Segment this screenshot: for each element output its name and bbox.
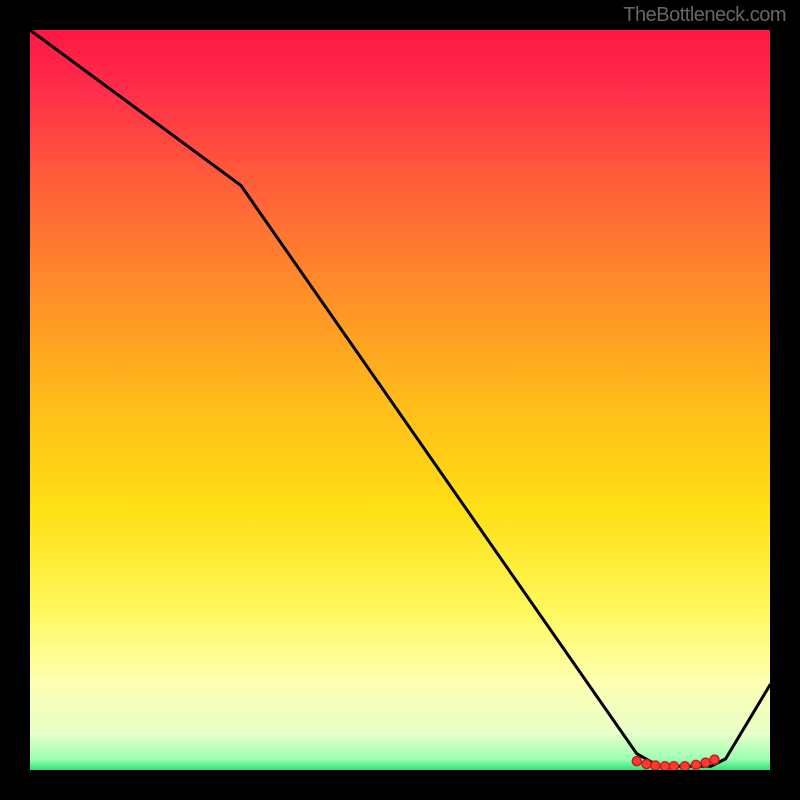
plot-area xyxy=(30,30,770,770)
dot xyxy=(710,755,719,764)
dot xyxy=(692,760,701,769)
dot xyxy=(660,762,669,770)
dot xyxy=(701,758,710,767)
watermark: TheBottleneck.com xyxy=(623,4,786,27)
dot xyxy=(669,762,678,770)
dot xyxy=(651,761,660,770)
curve-path xyxy=(30,30,770,766)
dot xyxy=(642,760,651,769)
curve-layer xyxy=(30,30,770,770)
dot xyxy=(680,762,689,770)
dot xyxy=(632,757,641,766)
